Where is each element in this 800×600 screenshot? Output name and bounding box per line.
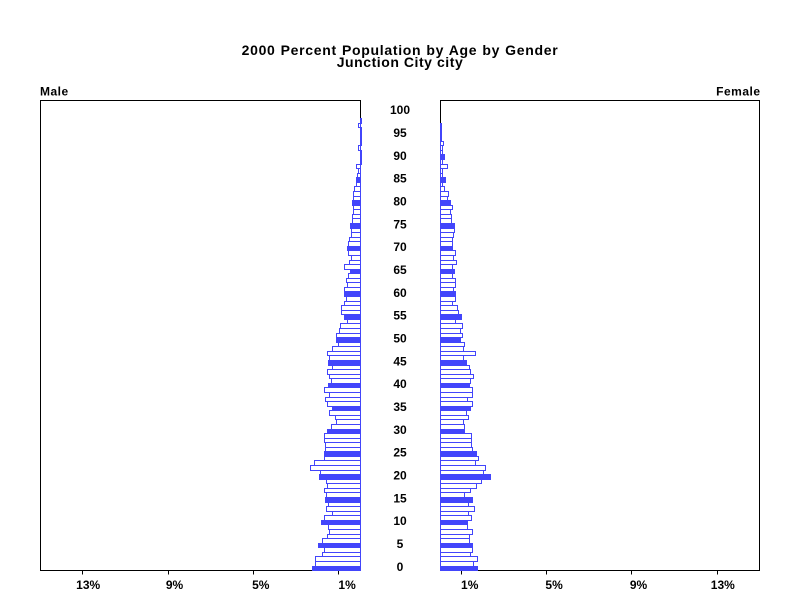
svg-text:1%: 1% [338, 578, 356, 592]
svg-text:20: 20 [393, 469, 407, 483]
svg-text:Male: Male [40, 85, 69, 99]
svg-text:45: 45 [393, 354, 407, 368]
svg-text:15: 15 [393, 491, 407, 505]
svg-text:10: 10 [393, 514, 407, 528]
svg-text:0: 0 [397, 560, 404, 574]
svg-text:13%: 13% [76, 578, 100, 592]
svg-text:40: 40 [393, 377, 407, 391]
svg-text:65: 65 [393, 263, 407, 277]
svg-text:75: 75 [393, 217, 407, 231]
svg-text:Junction City city: Junction City city [337, 54, 464, 70]
svg-text:13%: 13% [711, 578, 735, 592]
svg-text:85: 85 [393, 172, 407, 186]
svg-text:55: 55 [393, 309, 407, 323]
svg-text:1%: 1% [461, 578, 479, 592]
svg-text:25: 25 [393, 446, 407, 460]
svg-text:70: 70 [393, 240, 407, 254]
svg-text:90: 90 [393, 149, 407, 163]
svg-text:2000 Percent Population by Age: 2000 Percent Population by Age by Gender [242, 42, 559, 58]
svg-text:50: 50 [393, 332, 407, 346]
svg-text:30: 30 [393, 423, 407, 437]
svg-text:9%: 9% [166, 578, 184, 592]
svg-text:5: 5 [397, 537, 404, 551]
svg-text:9%: 9% [630, 578, 648, 592]
svg-text:95: 95 [393, 126, 407, 140]
svg-text:60: 60 [393, 286, 407, 300]
svg-text:5%: 5% [252, 578, 270, 592]
svg-text:100: 100 [390, 103, 410, 117]
svg-text:Female: Female [716, 85, 760, 99]
svg-text:35: 35 [393, 400, 407, 414]
svg-text:80: 80 [393, 195, 407, 209]
svg-text:5%: 5% [545, 578, 563, 592]
